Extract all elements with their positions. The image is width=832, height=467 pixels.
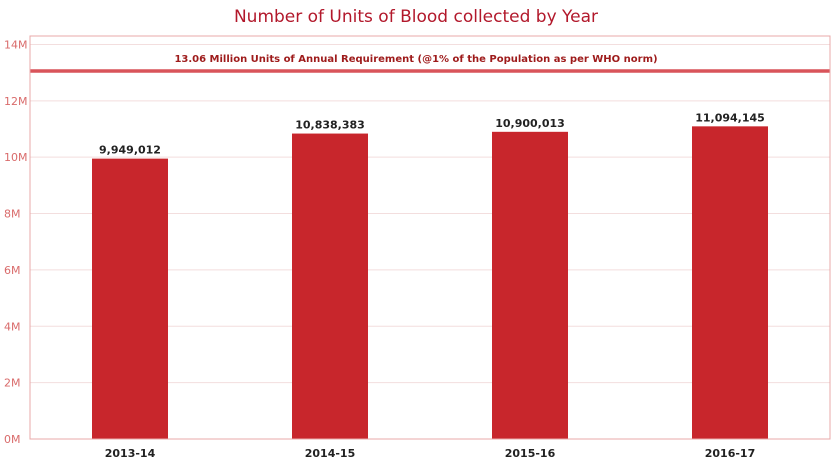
chart-title: Number of Units of Blood collected by Ye… (234, 7, 598, 27)
x-tick-label: 2013-14 (105, 447, 156, 460)
y-tick-label: 8M (4, 208, 21, 221)
x-tick-label: 2015-16 (505, 447, 556, 460)
bar (492, 131, 568, 439)
reference-line-group: 13.06 Million Units of Annual Requiremen… (30, 54, 830, 73)
data-label: 9,949,012 (99, 144, 161, 157)
data-label: 10,838,383 (295, 119, 365, 132)
y-tick-label: 14M (4, 38, 28, 51)
y-tick-label: 0M (4, 433, 21, 446)
y-tick-label: 4M (4, 320, 21, 333)
reference-line-label: 13.06 Million Units of Annual Requiremen… (174, 54, 657, 65)
y-tick-label: 12M (4, 95, 28, 108)
x-axis: 2013-14 2014-15 2015-16 2016-17 (105, 447, 756, 460)
y-tick-label: 2M (4, 377, 21, 390)
x-tick-label: 2014-15 (305, 447, 356, 460)
bar (292, 133, 368, 439)
bar (92, 158, 168, 439)
data-label: 11,094,145 (695, 111, 765, 124)
y-tick-label: 10M (4, 151, 28, 164)
bars: 9,949,012 10,838,383 10,900,013 11,094,145 (92, 111, 768, 439)
x-tick-label: 2016-17 (705, 447, 756, 460)
y-axis: 0M 2M 4M 6M 8M 10M 12M 14M (4, 38, 28, 446)
bar (692, 126, 768, 439)
plot-border (29, 35, 831, 440)
y-tick-label: 6M (4, 264, 21, 277)
data-label: 10,900,013 (495, 117, 565, 130)
